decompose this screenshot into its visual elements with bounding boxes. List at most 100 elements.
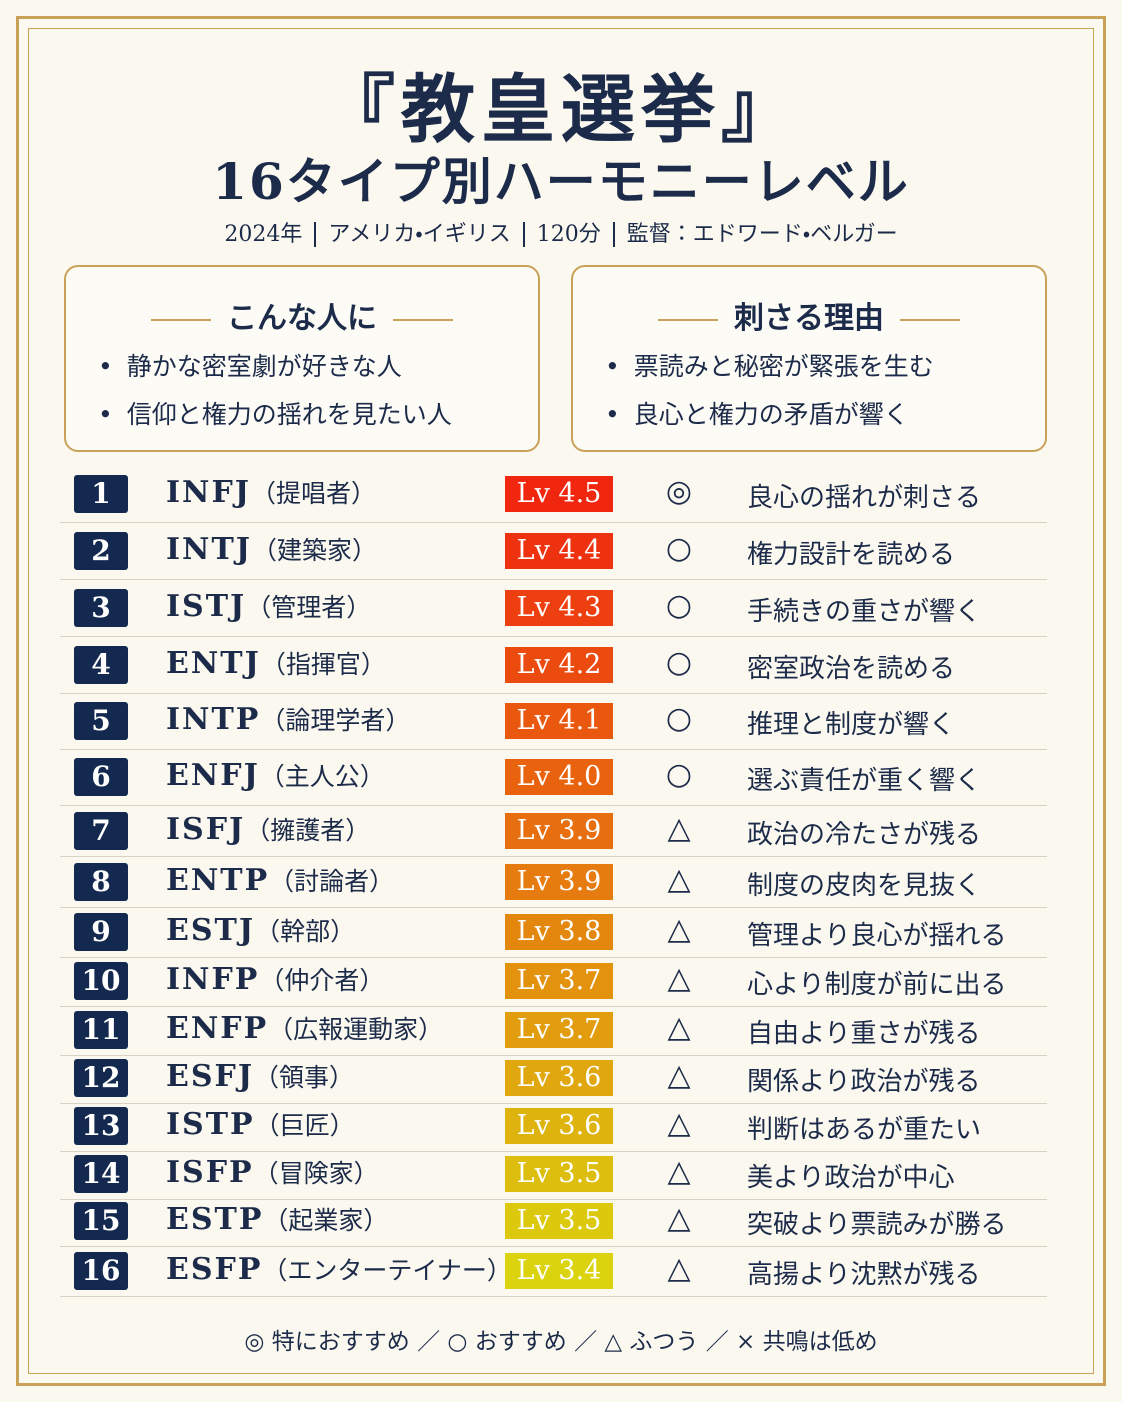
type-code: ISFJ: [166, 812, 246, 847]
box-item: 信仰と権力の揺れを見たい人: [98, 395, 452, 431]
info-box: こんな人に静かな密室劇が好きな人信仰と権力の揺れを見たい人: [64, 265, 540, 452]
rating-mark: ◎: [665, 474, 693, 509]
type-code: ENTJ: [166, 646, 261, 681]
level-badge: Lv 3.8: [505, 914, 613, 950]
comment: 権力設計を読める: [747, 540, 956, 570]
level-badge: Lv 3.6: [505, 1108, 613, 1144]
level-badge: Lv 3.7: [505, 963, 613, 999]
type-role: （管理者）: [246, 593, 372, 622]
type: ESFJ（領事）: [166, 1058, 354, 1094]
rank: 7: [74, 812, 128, 850]
comment: 突破より票読みが勝る: [747, 1210, 1007, 1240]
comment: 密室政治を読める: [747, 654, 956, 684]
row-divider: [60, 636, 1047, 637]
rank: 9: [74, 913, 128, 951]
type-role: （主人公）: [259, 762, 385, 791]
row-divider: [60, 1199, 1047, 1200]
legend: ◎ 特におすすめ ／ ○ おすすめ ／ △ ふつう ／ × 共鳴は低め: [244, 1329, 878, 1355]
level-badge: Lv 3.6: [505, 1060, 613, 1096]
type-code: ENTP: [166, 863, 270, 898]
rating-mark: △: [667, 912, 691, 947]
comment: 美より政治が中心: [747, 1163, 955, 1193]
rating-mark: △: [667, 1201, 691, 1236]
row-divider: [60, 579, 1047, 580]
meta-item: 120分: [522, 222, 613, 247]
comment: 判断はあるが重たい: [747, 1115, 982, 1145]
type: ENFP（広報運動家）: [166, 1010, 443, 1046]
rating-mark: △: [667, 1106, 691, 1141]
type: ESTP（起業家）: [166, 1201, 388, 1237]
level-badge: Lv 4.0: [505, 759, 613, 795]
type: INFJ（提唱者）: [166, 474, 376, 510]
type-role: （冒険家）: [253, 1159, 379, 1188]
type: INFP（仲介者）: [166, 961, 384, 997]
rating-mark: △: [667, 1251, 691, 1286]
level-badge: Lv 4.2: [505, 647, 613, 683]
rank: 13: [74, 1107, 128, 1145]
rank: 12: [74, 1059, 128, 1097]
type-role: （起業家）: [263, 1206, 389, 1235]
level-badge: Lv 3.9: [505, 864, 613, 900]
row-divider: [60, 1296, 1047, 1297]
type-role: （指揮官）: [260, 650, 386, 679]
type-code: ISTP: [166, 1107, 255, 1142]
level-badge: Lv 4.1: [505, 703, 613, 739]
rating-mark: △: [667, 862, 691, 897]
meta-item: 2024年: [224, 222, 303, 247]
type-code: ESTJ: [166, 913, 256, 948]
rating-mark: △: [667, 961, 691, 996]
level-badge: Lv 3.4: [505, 1253, 613, 1289]
row-divider: [60, 522, 1047, 523]
type-role: （提唱者）: [250, 479, 376, 508]
type-code: INTP: [166, 702, 261, 737]
type: ISFJ（擁護者）: [166, 811, 370, 847]
rank: 6: [74, 758, 128, 796]
type: ENTJ（指揮官）: [166, 645, 386, 681]
comment: 政治の冷たさが残る: [747, 820, 982, 850]
level-badge: Lv 3.9: [505, 813, 613, 849]
level-badge: Lv 3.5: [505, 1203, 613, 1239]
box-title: 刺さる理由: [573, 293, 1045, 337]
row-divider: [60, 749, 1047, 750]
type-code: INTJ: [166, 532, 252, 567]
row-divider: [60, 805, 1047, 806]
type: ISTP（巨匠）: [166, 1106, 355, 1142]
type-code: INFP: [166, 962, 260, 997]
rating-mark: ○: [665, 701, 693, 736]
row-divider: [60, 907, 1047, 908]
comment: 選ぶ責任が重く響く: [747, 766, 982, 796]
level-badge: Lv 4.3: [505, 590, 613, 626]
box-item: 良心と権力の矛盾が響く: [605, 395, 909, 431]
rating-mark: △: [667, 811, 691, 846]
type-role: （擁護者）: [245, 816, 371, 845]
frame: [16, 16, 1106, 1386]
type: INTJ（建築家）: [166, 531, 377, 567]
comment: 関係より政治が残る: [747, 1067, 981, 1097]
type-role: （巨匠）: [254, 1111, 355, 1140]
row-divider: [60, 856, 1047, 857]
rating-mark: ○: [665, 588, 693, 623]
rating-mark: ○: [665, 645, 693, 680]
type: ESTJ（幹部）: [166, 912, 355, 948]
row-divider: [60, 693, 1047, 694]
rank: 2: [74, 532, 128, 570]
type-code: ISTJ: [166, 589, 247, 624]
rating-mark: ○: [665, 531, 693, 566]
level-badge: Lv 4.5: [505, 476, 613, 512]
type-code: ENFJ: [166, 758, 260, 793]
info-box: 刺さる理由票読みと秘密が緊張を生む良心と権力の矛盾が響く: [571, 265, 1047, 452]
level-badge: Lv 3.5: [505, 1156, 613, 1192]
meta-item: アメリカ・イギリス: [314, 222, 523, 247]
comment: 良心の揺れが刺さる: [747, 483, 982, 513]
rating-mark: △: [667, 1058, 691, 1093]
rank: 8: [74, 863, 128, 901]
type-code: ENFP: [166, 1011, 269, 1046]
frame-inner: [28, 28, 1094, 1374]
rating-mark: ○: [665, 757, 693, 792]
rank: 10: [74, 962, 128, 1000]
type: ISTJ（管理者）: [166, 588, 371, 624]
type-role: （領事）: [254, 1063, 355, 1092]
rank: 14: [74, 1155, 128, 1193]
title: 『教皇選挙』: [321, 67, 801, 153]
